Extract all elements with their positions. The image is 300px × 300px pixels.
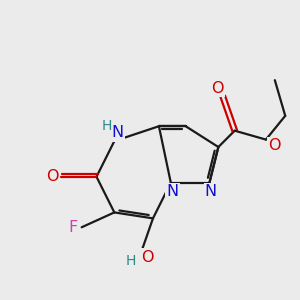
Text: N: N	[112, 125, 124, 140]
Text: N: N	[205, 184, 217, 199]
Text: H: H	[102, 118, 112, 133]
Text: N: N	[166, 184, 178, 199]
Text: H: H	[125, 254, 136, 268]
Text: F: F	[68, 220, 77, 235]
Text: O: O	[46, 169, 58, 184]
Text: O: O	[141, 250, 154, 265]
Text: O: O	[268, 138, 281, 153]
Text: O: O	[211, 81, 224, 96]
